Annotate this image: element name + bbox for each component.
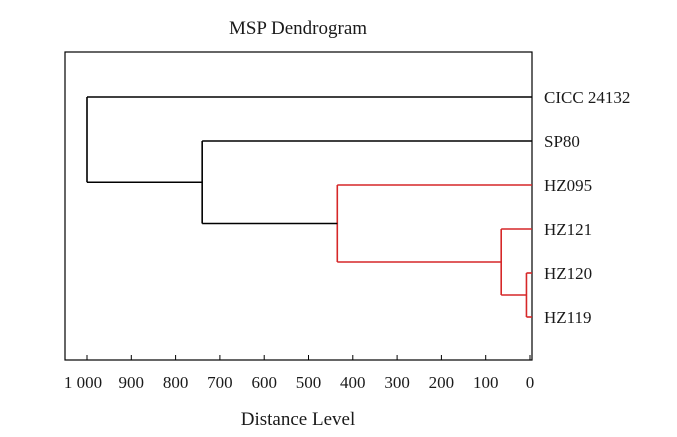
- x-tick-label: 300: [384, 373, 410, 392]
- x-tick-label: 500: [296, 373, 322, 392]
- x-tick-label: 800: [163, 373, 189, 392]
- x-tick-label: 900: [119, 373, 145, 392]
- plot-frame: [64, 51, 533, 361]
- x-tick-label: 700: [207, 373, 233, 392]
- leaf-label: HZ121: [544, 220, 592, 239]
- x-axis-title: Distance Level: [241, 409, 355, 430]
- leaf-label: HZ119: [544, 308, 592, 327]
- x-tick-label: 600: [251, 373, 277, 392]
- leaf-label: HZ120: [544, 264, 592, 283]
- x-tick-label: 400: [340, 373, 366, 392]
- x-tick-label: 1 000: [64, 373, 102, 392]
- chart-title: MSP Dendrogram: [229, 18, 367, 39]
- leaf-labels: CICC 24132 SP80 HZ095 HZ121 HZ120 HZ119: [544, 88, 630, 327]
- x-tick-label: 100: [473, 373, 499, 392]
- leaf-label: HZ095: [544, 176, 592, 195]
- dendrogram-links: [86, 96, 532, 318]
- x-tick-label: 200: [429, 373, 455, 392]
- x-axis-ticks: 1 000 900 800 700 600 500 400 300 200 100 0: [64, 355, 534, 392]
- x-tick-label: 0: [526, 373, 535, 392]
- leaf-label: CICC 24132: [544, 88, 630, 107]
- leaf-label: SP80: [544, 132, 580, 151]
